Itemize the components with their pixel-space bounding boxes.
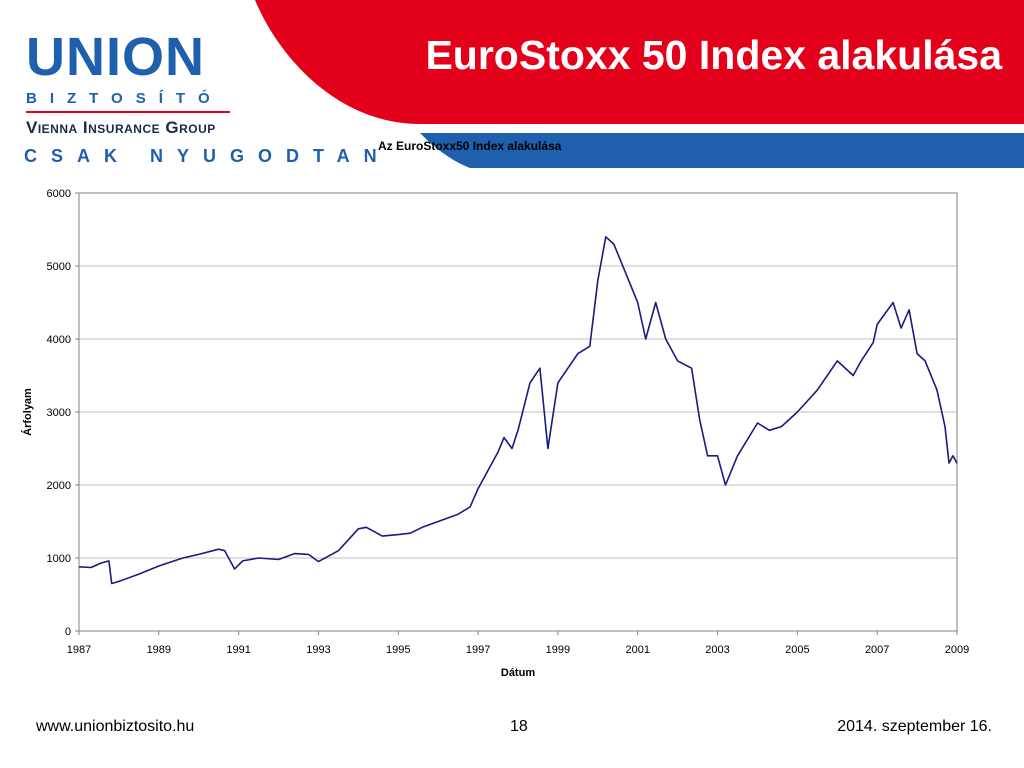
logo-wordmark: UNION (26, 27, 205, 87)
x-tick-label: 2001 (625, 644, 649, 656)
logo-group-name: Vienna Insurance Group (26, 118, 216, 137)
y-tick-label: 6000 (47, 188, 71, 200)
chart-title: Az EuroStoxx50 Index alakulása (378, 139, 562, 153)
tagline: CSAK NYUGODTAN (24, 146, 391, 166)
x-tick-label: 1995 (386, 644, 410, 656)
union-logo: UNION BIZTOSÍTÓ Vienna Insurance Group (26, 30, 236, 138)
logo-subtitle: BIZTOSÍTÓ (26, 90, 223, 107)
y-tick-label: 0 (65, 626, 71, 638)
x-tick-label: 2009 (945, 644, 969, 656)
y-tick-label: 4000 (47, 334, 71, 346)
series-line (78, 236, 958, 585)
x-tick-label: 2003 (705, 644, 729, 656)
y-tick-label: 3000 (47, 407, 71, 419)
x-tick-label: 1997 (466, 644, 490, 656)
logo-divider (26, 111, 230, 113)
y-tick-label: 1000 (47, 553, 71, 565)
y-tick-label: 5000 (47, 261, 71, 273)
x-tick-label: 2005 (785, 644, 809, 656)
x-tick-label: 1987 (67, 644, 91, 656)
red-header-band (255, 0, 1024, 124)
eurostoxx-line-chart: 0 1000 2000 3000 4000 5000 6000 1987 1989 1991 199… (21, 188, 970, 679)
x-tick-label: 1991 (226, 644, 250, 656)
x-axis-label: Dátum (501, 667, 535, 679)
grid-layer (79, 265, 957, 559)
x-tick-label: 2007 (865, 644, 889, 656)
x-tick-label: 1993 (306, 644, 330, 656)
y-tick-label: 2000 (47, 480, 71, 492)
tick-layer: 0 1000 2000 3000 4000 5000 6000 1987 1989 1991 199… (47, 188, 970, 656)
blue-header-band (420, 133, 1024, 168)
slide-title: EuroStoxx 50 Index alakulása (425, 32, 1002, 78)
header-background (255, 0, 1024, 168)
x-tick-label: 1989 (147, 644, 171, 656)
footer-url: www.unionbiztosito.hu (36, 718, 195, 735)
y-axis-label: Árfolyam (21, 388, 34, 436)
footer-date: 2014. szeptember 16. (837, 718, 992, 735)
footer-page-number: 18 (510, 718, 528, 735)
x-tick-label: 1999 (546, 644, 570, 656)
